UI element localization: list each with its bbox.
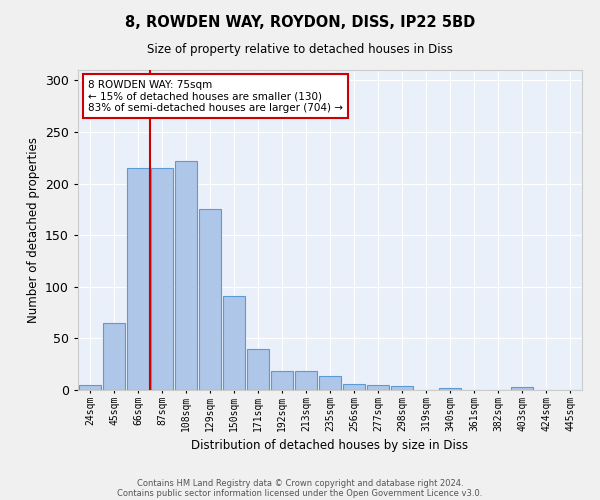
Bar	[127, 168, 149, 390]
Bar	[439, 388, 461, 390]
Bar	[151, 168, 173, 390]
Bar	[367, 385, 389, 390]
Bar	[199, 210, 221, 390]
Bar	[223, 296, 245, 390]
Bar	[319, 376, 341, 390]
Bar	[511, 387, 533, 390]
Text: Size of property relative to detached houses in Diss: Size of property relative to detached ho…	[147, 42, 453, 56]
Text: Contains HM Land Registry data © Crown copyright and database right 2024.: Contains HM Land Registry data © Crown c…	[137, 478, 463, 488]
Bar	[175, 161, 197, 390]
Bar	[103, 323, 125, 390]
Bar	[391, 386, 413, 390]
Text: 8, ROWDEN WAY, ROYDON, DISS, IP22 5BD: 8, ROWDEN WAY, ROYDON, DISS, IP22 5BD	[125, 15, 475, 30]
Bar	[343, 384, 365, 390]
Text: Contains public sector information licensed under the Open Government Licence v3: Contains public sector information licen…	[118, 488, 482, 498]
Bar	[295, 372, 317, 390]
Bar	[247, 348, 269, 390]
Text: 8 ROWDEN WAY: 75sqm
← 15% of detached houses are smaller (130)
83% of semi-detac: 8 ROWDEN WAY: 75sqm ← 15% of detached ho…	[88, 80, 343, 113]
Bar	[79, 385, 101, 390]
X-axis label: Distribution of detached houses by size in Diss: Distribution of detached houses by size …	[191, 439, 469, 452]
Y-axis label: Number of detached properties: Number of detached properties	[26, 137, 40, 323]
Bar	[271, 372, 293, 390]
